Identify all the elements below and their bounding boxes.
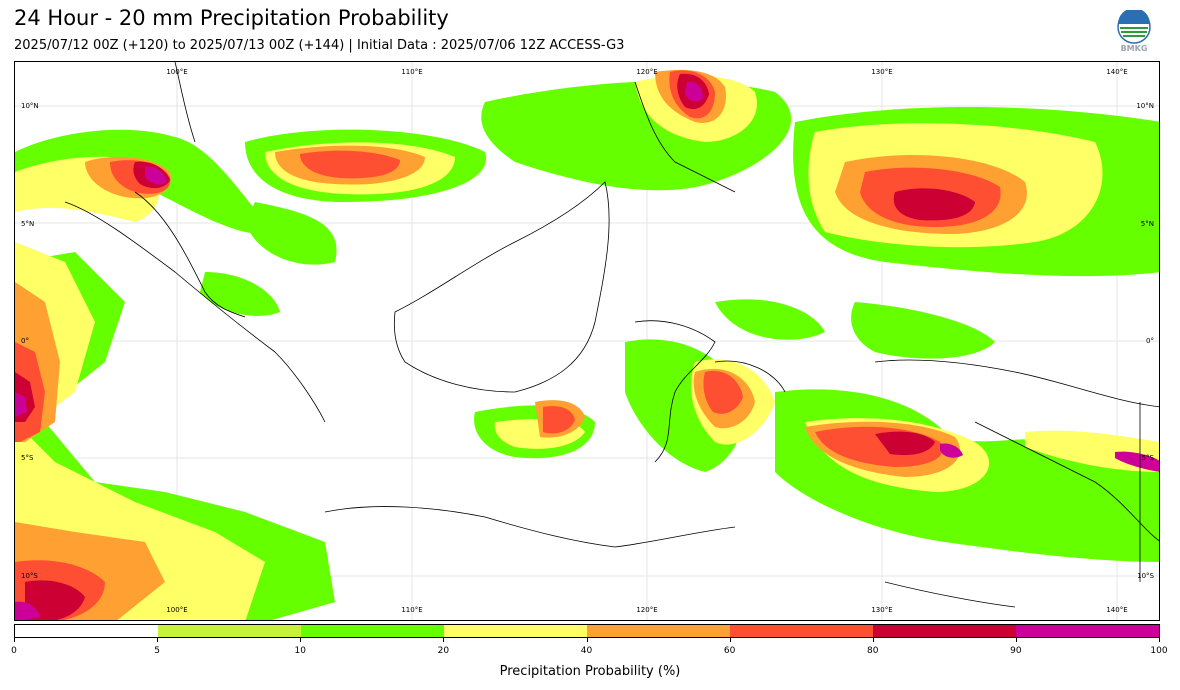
lon-label-bottom: 100°E [166, 606, 187, 614]
colorbar-tick-label: 80 [867, 646, 879, 656]
bmkg-logo-text: BMKG [1120, 44, 1148, 53]
colorbar-tick-mark [872, 638, 874, 642]
colorbar-tick-label: 100 [1150, 646, 1168, 656]
colorbar-tick-mark [157, 638, 159, 642]
colorbar-tick-mark [300, 638, 302, 642]
colorbar-tick-label: 0 [11, 646, 17, 656]
colorbar-tick-label: 40 [580, 646, 593, 656]
lat-label-left: 10°N [21, 102, 39, 110]
lon-label-bottom: 120°E [636, 606, 657, 614]
colorbar-tick-label: 60 [723, 646, 736, 656]
colorbar-segment [444, 625, 587, 637]
map-subtitle: 2025/07/12 00Z (+120) to 2025/07/13 00Z … [14, 38, 625, 53]
colorbar-title: Precipitation Probability (%) [499, 664, 681, 679]
lat-label-right: 5°S [1142, 454, 1155, 462]
lon-label-bottom: 130°E [871, 606, 892, 614]
probability-90-100-areas [15, 81, 1159, 620]
longitude-labels-top: 100°E 110°E 120°E 130°E 140°E [166, 68, 1127, 76]
colorbar-segment [730, 625, 873, 637]
lat-label-left: 0° [21, 337, 29, 345]
map-title: 24 Hour - 20 mm Precipitation Probabilit… [14, 6, 449, 30]
lon-label-top: 130°E [871, 68, 892, 76]
colorbar-segment [587, 625, 730, 637]
colorbar-segment [301, 625, 444, 637]
colorbar-tick-label: 5 [154, 646, 160, 656]
longitude-labels-bottom: 100°E 110°E 120°E 130°E 140°E [166, 606, 1127, 614]
colorbar-tick-mark [1015, 638, 1017, 642]
colorbar-segment [15, 625, 158, 637]
colorbar-tick-mark [586, 638, 588, 642]
lon-label-top: 140°E [1106, 68, 1127, 76]
latitude-labels-left: 10°N 5°N 0° 5°S 10°S [21, 102, 39, 580]
coastlines [64, 62, 1159, 608]
colorbar [14, 624, 1160, 638]
lat-label-right: 0° [1146, 337, 1154, 345]
lat-label-right: 10°N [1136, 102, 1154, 110]
colorbar-tick-label: 20 [437, 646, 450, 656]
lon-label-top: 100°E [166, 68, 187, 76]
map-canvas: 100°E 110°E 120°E 130°E 140°E 100°E 110°… [15, 62, 1159, 620]
colorbar-tick-mark [443, 638, 445, 642]
latitude-labels-right: 10°N 5°N 0° 5°S 10°S [1136, 102, 1154, 580]
colorbar-tick-label: 90 [1010, 646, 1022, 656]
colorbar-tick-mark [1159, 638, 1160, 642]
lon-label-top: 120°E [636, 68, 657, 76]
precipitation-map: 100°E 110°E 120°E 130°E 140°E 100°E 110°… [14, 61, 1160, 621]
colorbar-segment [1016, 625, 1159, 637]
lon-label-bottom: 140°E [1106, 606, 1127, 614]
colorbar-segment [158, 625, 301, 637]
colorbar-tick-label: 10 [294, 646, 306, 656]
lon-label-bottom: 110°E [401, 606, 422, 614]
lon-label-top: 110°E [401, 68, 422, 76]
lat-label-right: 5°N [1141, 220, 1154, 228]
colorbar-tick-mark [14, 638, 15, 642]
bmkg-logo-icon [1117, 8, 1151, 44]
colorbar-segment [873, 625, 1016, 637]
lat-label-right: 10°S [1137, 572, 1154, 580]
colorbar-tick-mark [729, 638, 731, 642]
lat-label-left: 5°N [21, 220, 34, 228]
lat-label-left: 10°S [21, 572, 38, 580]
bmkg-logo: BMKG [1112, 8, 1156, 56]
lat-label-left: 5°S [21, 454, 34, 462]
